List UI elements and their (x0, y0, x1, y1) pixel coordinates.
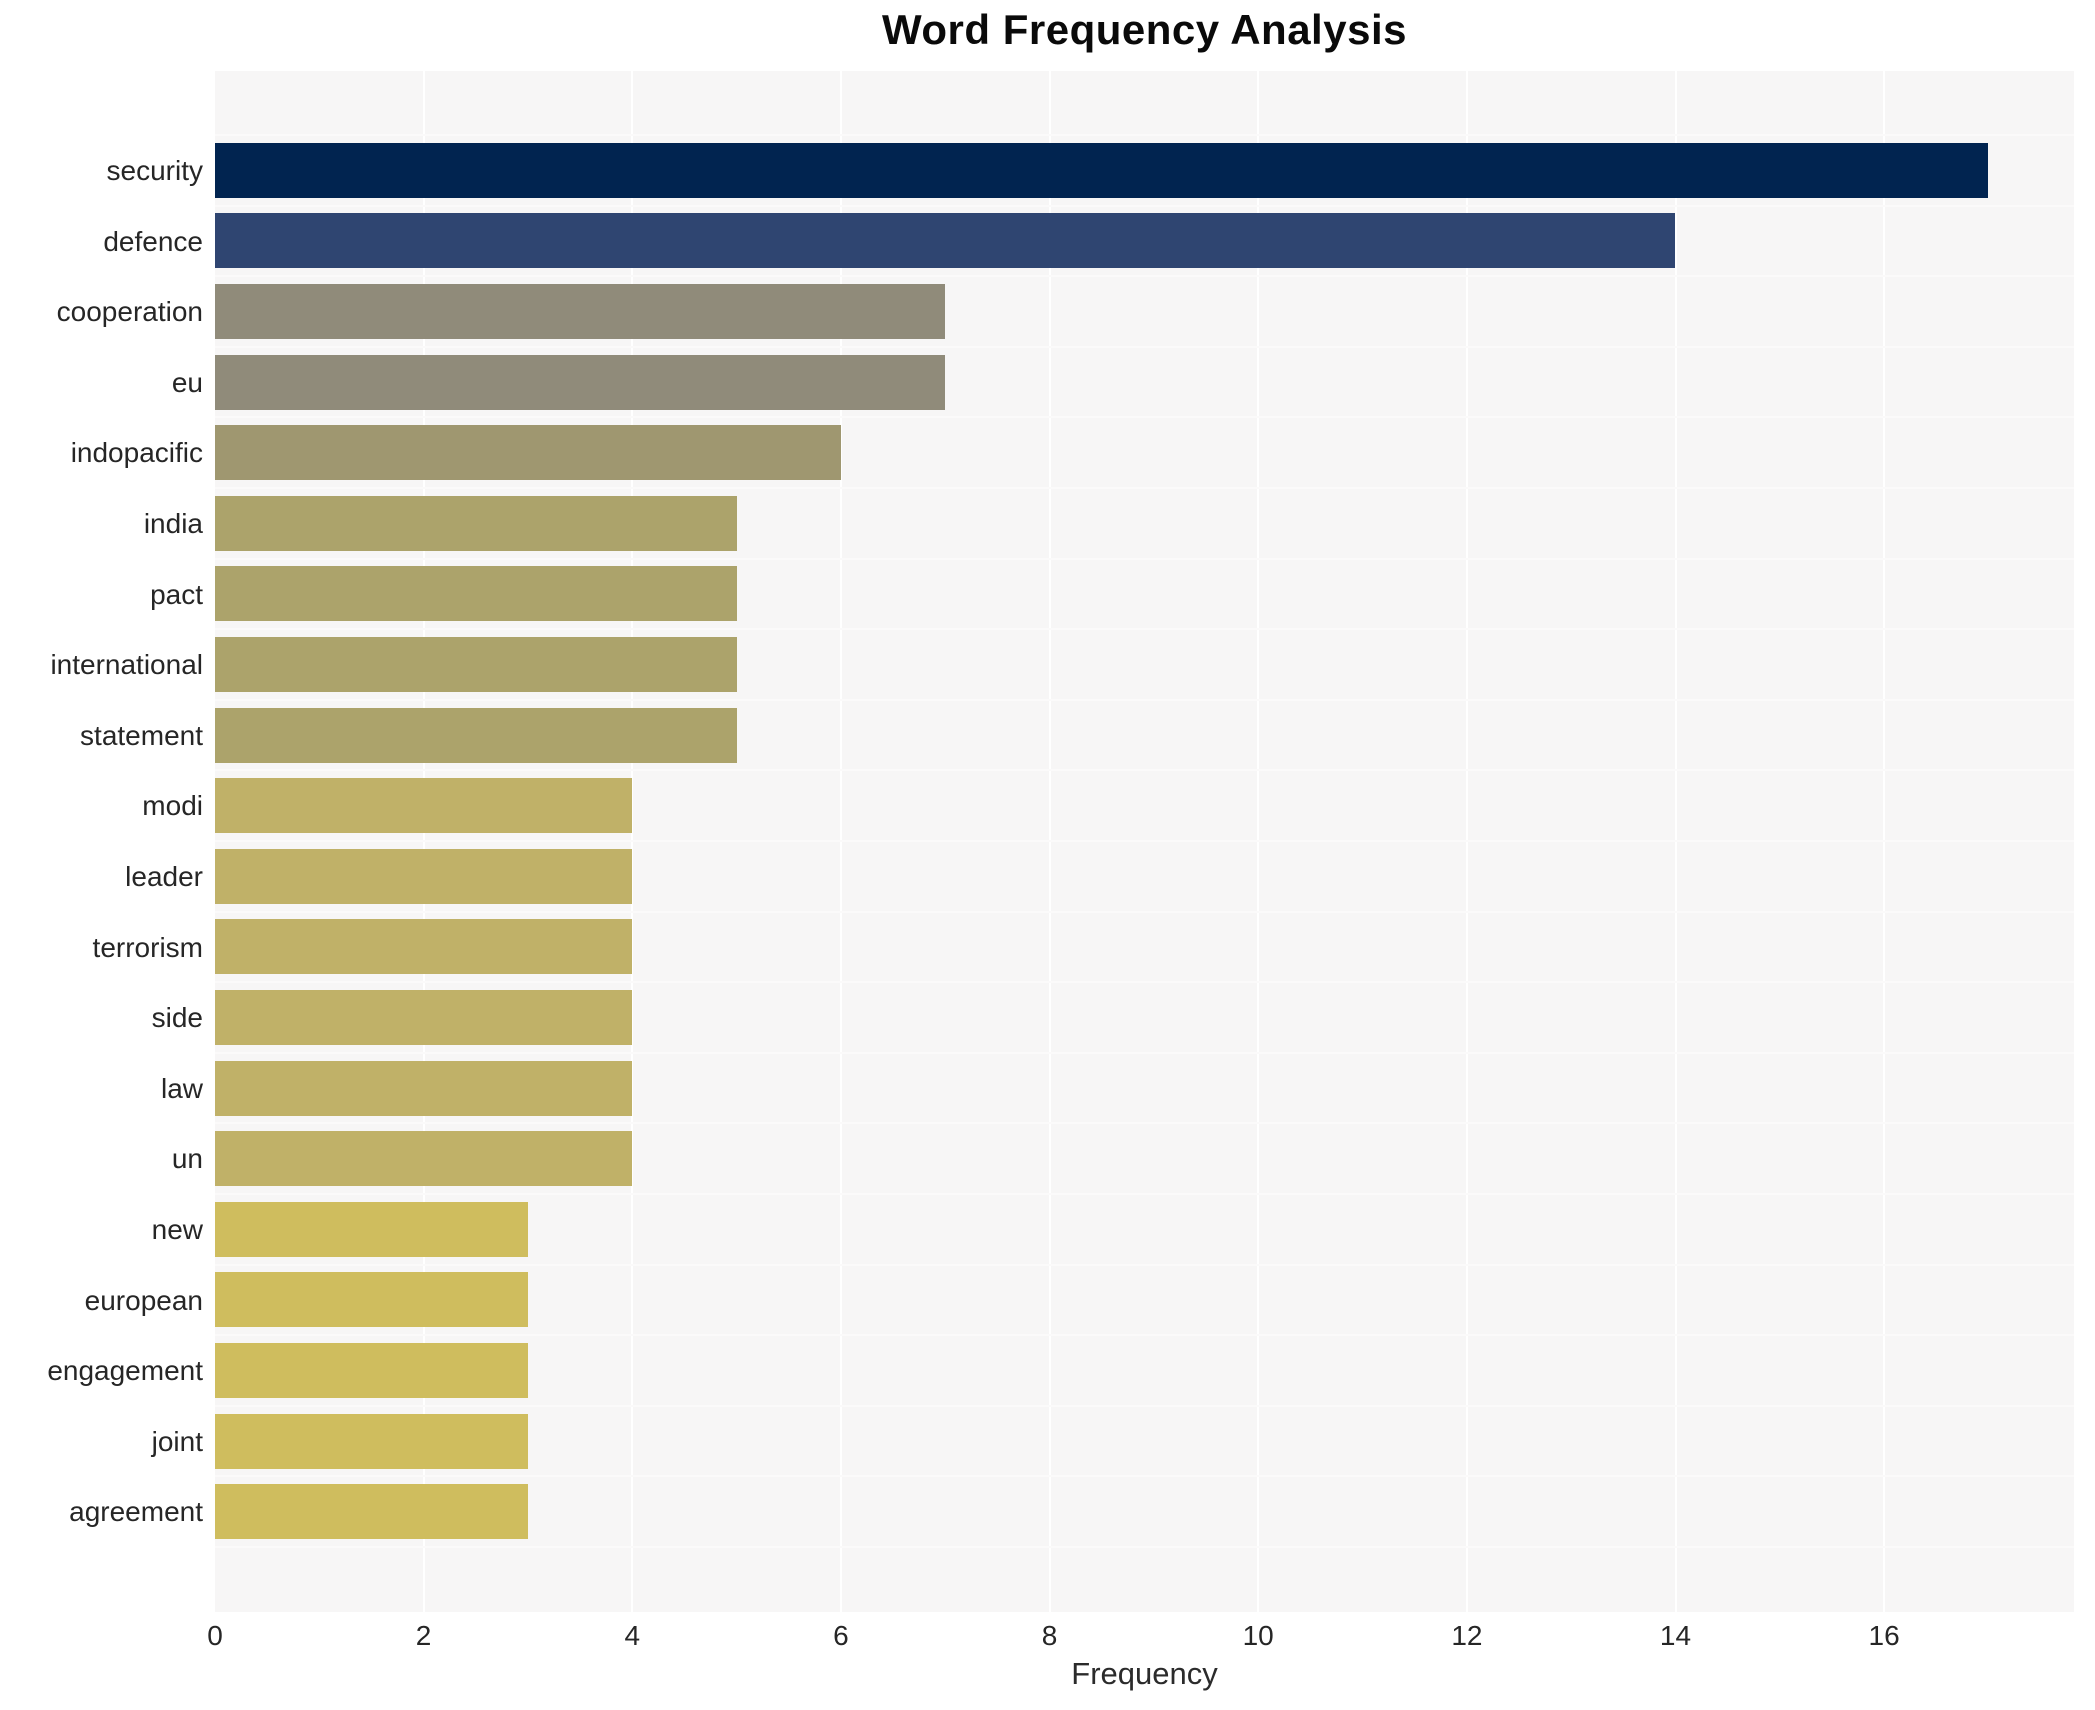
x-tick-14: 14 (1659, 1620, 1692, 1651)
y-label-side: side (151, 1002, 203, 1034)
gridline-y (215, 1475, 2074, 1478)
x-tick-4: 4 (624, 1620, 641, 1651)
gridline-y (215, 698, 2074, 701)
x-tick-12: 12 (1451, 1620, 1483, 1651)
gridline-y (215, 1546, 2074, 1548)
bar-indopacific (215, 425, 841, 481)
y-label-terrorism: terrorism (92, 931, 203, 963)
gridline-y (215, 910, 2074, 913)
gridline-y (215, 1263, 2074, 1266)
gridline-y (215, 1334, 2074, 1337)
y-label-agreement: agreement (69, 1496, 203, 1528)
y-label-pact: pact (150, 578, 203, 610)
bar-statement (215, 707, 737, 763)
bar-terrorism (215, 919, 633, 975)
x-tick-10: 10 (1242, 1620, 1274, 1651)
bar-side (215, 990, 633, 1045)
bar-joint (215, 1413, 529, 1469)
gridline-y (215, 557, 2074, 560)
y-label-indopacific: indopacific (70, 437, 203, 469)
y-label-eu: eu (171, 366, 203, 398)
gridline-y (215, 1122, 2074, 1125)
bar-pact (215, 566, 737, 622)
y-label-security: security (106, 155, 203, 186)
y-label-statement: statement (80, 719, 203, 751)
x-tick-16: 16 (1868, 1620, 1900, 1651)
y-label-cooperation: cooperation (56, 296, 203, 328)
bar-agreement (215, 1484, 529, 1540)
bar-defence (215, 213, 1676, 269)
gridline-y (215, 1193, 2074, 1195)
bar-european (215, 1272, 529, 1328)
bar-leader (215, 848, 633, 904)
gridline-y (215, 487, 2074, 489)
y-label-law: law (160, 1072, 203, 1104)
chart-title: Word Frequency Analysis (882, 6, 1407, 53)
plot-area (215, 71, 2074, 1612)
y-label-international: international (50, 649, 203, 681)
y-label-india: india (143, 508, 203, 539)
bar-engagement (215, 1343, 529, 1398)
bar-eu (215, 354, 946, 410)
y-axis-labels: security defence cooperation eu indopacific i… (0, 71, 203, 1612)
gridline-y (215, 628, 2074, 631)
gridline-y (215, 840, 2074, 842)
gridline-y (215, 1051, 2074, 1054)
y-label-new: new (151, 1214, 203, 1245)
x-tick-6: 6 (833, 1620, 849, 1651)
y-label-joint: joint (151, 1425, 203, 1457)
gridline-y (215, 275, 2074, 278)
gridline-y (215, 204, 2074, 207)
gridline-y (215, 345, 2074, 348)
y-label-european: european (84, 1284, 203, 1316)
x-tick-0: 0 (207, 1620, 223, 1651)
gridline-y (215, 416, 2074, 419)
x-tick-8: 8 (1041, 1620, 1058, 1651)
y-label-defence: defence (103, 225, 203, 257)
bar-india (215, 495, 737, 551)
gridline-y (215, 134, 2074, 136)
bar-security (215, 142, 1989, 198)
bar-un (215, 1131, 633, 1187)
gridline-y (215, 981, 2074, 984)
gridline-y (215, 1404, 2074, 1407)
gridline-y (215, 769, 2074, 772)
bar-international (215, 637, 737, 692)
x-tick-2: 2 (415, 1620, 432, 1651)
y-label-engagement: engagement (47, 1355, 203, 1387)
y-label-modi: modi (142, 790, 203, 822)
y-label-leader: leader (125, 861, 203, 892)
x-axis-label: Frequency (1071, 1656, 1218, 1691)
x-axis-ticks: 0 2 4 6 8 10 12 14 16 (0, 1620, 2095, 1660)
bar-new (215, 1201, 529, 1257)
bar-modi (215, 778, 633, 834)
bar-cooperation (215, 284, 946, 339)
y-label-un: un (171, 1143, 203, 1175)
bar-law (215, 1060, 633, 1116)
